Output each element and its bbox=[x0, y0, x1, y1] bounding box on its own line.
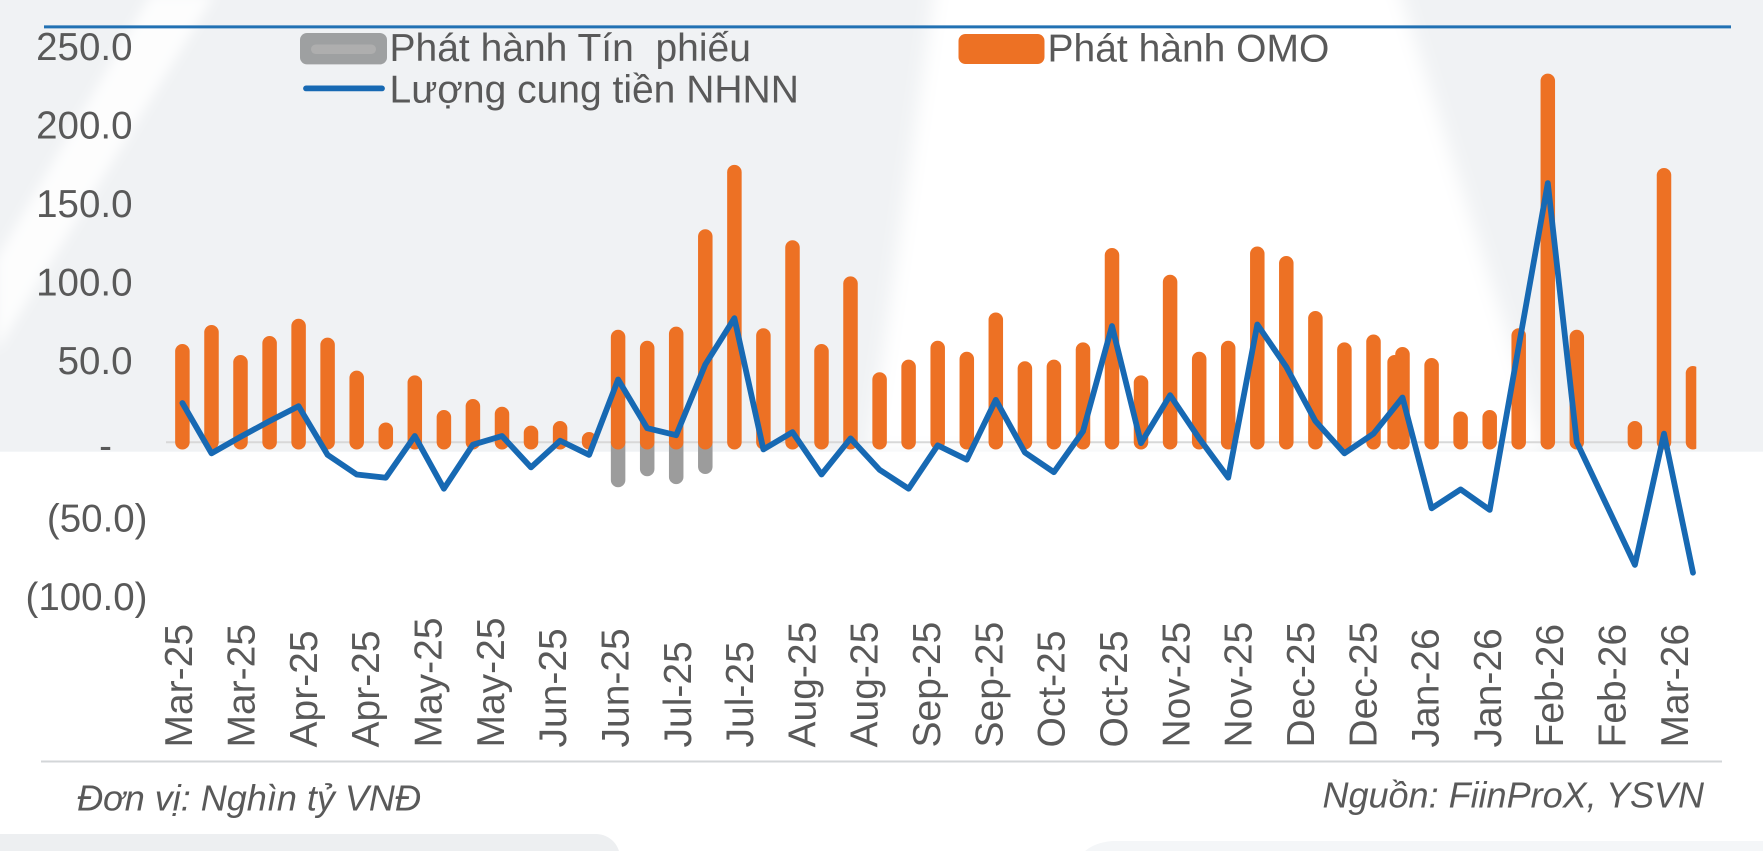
svg-text:Jan-26: Jan-26 bbox=[1405, 628, 1448, 747]
svg-text:Oct-25: Oct-25 bbox=[1031, 630, 1074, 747]
svg-text:200.0: 200.0 bbox=[36, 105, 132, 148]
svg-text:Sep-25: Sep-25 bbox=[968, 622, 1011, 748]
svg-text:250.0: 250.0 bbox=[36, 26, 132, 69]
svg-text:Aug-25: Aug-25 bbox=[844, 622, 887, 748]
svg-text:Nguồn: FiinProX, YSVN: Nguồn: FiinProX, YSVN bbox=[1322, 775, 1705, 816]
svg-text:Phát hành OMO: Phát hành OMO bbox=[1048, 28, 1330, 71]
svg-text:Dec-25: Dec-25 bbox=[1280, 622, 1323, 748]
svg-text:Feb-26: Feb-26 bbox=[1529, 624, 1572, 748]
svg-text:50.0: 50.0 bbox=[58, 340, 133, 383]
svg-text:Mar-25: Mar-25 bbox=[158, 624, 201, 748]
svg-text:Jul-25: Jul-25 bbox=[719, 641, 762, 747]
svg-text:Feb-26: Feb-26 bbox=[1592, 624, 1635, 748]
svg-text:Đơn vị: Nghìn tỷ VNĐ: Đơn vị: Nghìn tỷ VNĐ bbox=[77, 778, 421, 819]
svg-text:Apr-25: Apr-25 bbox=[283, 630, 326, 747]
svg-text:Nov-25: Nov-25 bbox=[1155, 622, 1198, 748]
svg-text:Mar-25: Mar-25 bbox=[221, 624, 264, 748]
svg-text:Dec-25: Dec-25 bbox=[1342, 622, 1385, 748]
svg-text:Lượng cung tiền NHNN: Lượng cung tiền NHNN bbox=[390, 69, 799, 112]
svg-text:Jun-25: Jun-25 bbox=[532, 628, 575, 747]
svg-text:-: - bbox=[99, 425, 112, 468]
svg-text:Jul-25: Jul-25 bbox=[657, 641, 700, 747]
svg-text:Oct-25: Oct-25 bbox=[1093, 630, 1136, 747]
svg-text:Aug-25: Aug-25 bbox=[781, 622, 824, 748]
svg-text:150.0: 150.0 bbox=[36, 183, 132, 226]
svg-text:May-25: May-25 bbox=[470, 617, 513, 747]
svg-text:Jun-25: Jun-25 bbox=[594, 628, 637, 747]
svg-text:Nov-25: Nov-25 bbox=[1218, 622, 1261, 748]
svg-text:Apr-25: Apr-25 bbox=[345, 630, 388, 747]
svg-text:Sep-25: Sep-25 bbox=[906, 622, 949, 748]
svg-text:Phát hành Tín phiếu: Phát hành Tín phiếu bbox=[390, 27, 751, 70]
svg-text:Mar-26: Mar-26 bbox=[1654, 624, 1697, 748]
svg-text:100.0: 100.0 bbox=[36, 262, 132, 305]
svg-text:(100.0): (100.0) bbox=[26, 576, 148, 619]
svg-text:(50.0): (50.0) bbox=[47, 497, 148, 540]
svg-text:Jan-26: Jan-26 bbox=[1467, 628, 1510, 747]
svg-text:May-25: May-25 bbox=[408, 617, 451, 747]
